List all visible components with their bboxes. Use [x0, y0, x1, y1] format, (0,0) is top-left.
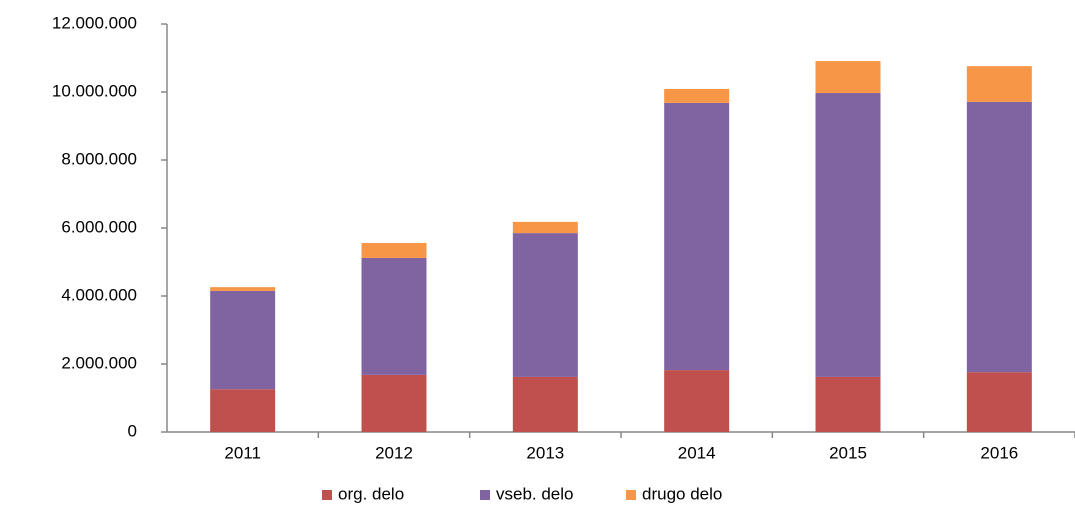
legend-label: vseb. delo: [496, 484, 574, 503]
x-tick-label: 2015: [829, 443, 867, 462]
bar-segment: [664, 88, 730, 103]
bar-segment: [966, 101, 1032, 373]
bar-segment: [966, 372, 1032, 432]
x-tick-label: 2013: [526, 443, 564, 462]
bar-segment: [361, 374, 427, 432]
legend-label: org. delo: [338, 484, 404, 503]
y-tick-label: 0: [128, 421, 137, 440]
bar-segment: [361, 242, 427, 258]
x-tick-label: 2012: [375, 443, 413, 462]
bar-segment: [966, 66, 1032, 102]
bar-segment: [815, 376, 881, 432]
legend-swatch: [480, 490, 490, 500]
bar-segment: [210, 287, 276, 291]
bar-segment: [815, 93, 881, 377]
bar-segment: [210, 290, 276, 390]
bar-segment: [815, 61, 881, 94]
x-tick-label: 2011: [224, 443, 261, 462]
bar-segment: [361, 257, 427, 375]
legend-swatch: [322, 490, 332, 500]
y-tick-label: 8.000.000: [61, 149, 137, 168]
bar-segment: [512, 376, 578, 432]
y-tick-label: 10.000.000: [52, 81, 137, 100]
y-tick-label: 12.000.000: [52, 13, 137, 32]
bar-segment: [512, 221, 578, 234]
bar-segment: [664, 370, 730, 432]
x-tick-label: 2014: [678, 443, 716, 462]
legend-swatch: [626, 490, 636, 500]
y-tick-label: 2.000.000: [61, 353, 137, 372]
y-tick-label: 6.000.000: [61, 217, 137, 236]
y-tick-label: 4.000.000: [61, 285, 137, 304]
x-tick-label: 2016: [980, 443, 1018, 462]
bar-segment: [664, 102, 730, 371]
bar-segment: [512, 233, 578, 377]
bar-segment: [210, 389, 276, 432]
legend-label: drugo delo: [642, 484, 722, 503]
